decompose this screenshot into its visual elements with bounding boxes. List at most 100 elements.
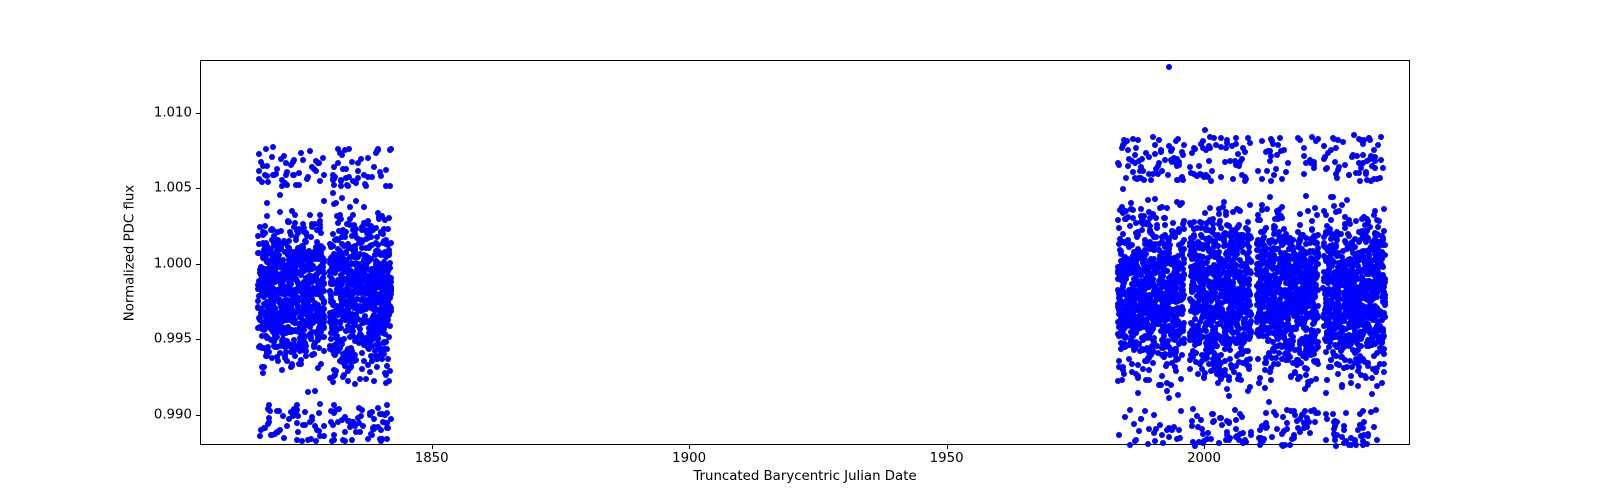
data-point (353, 429, 359, 435)
data-point (277, 324, 283, 330)
data-point (339, 152, 345, 158)
data-point (261, 301, 267, 307)
data-point (359, 366, 365, 372)
data-point (375, 296, 381, 302)
data-point (333, 368, 339, 374)
data-point (1189, 253, 1195, 259)
data-point (382, 346, 388, 352)
data-point (1163, 363, 1169, 369)
data-point (298, 150, 304, 156)
data-point (1307, 313, 1313, 319)
data-point (264, 213, 270, 219)
data-point (1296, 347, 1302, 353)
data-point (360, 317, 366, 323)
data-point (1157, 277, 1163, 283)
data-point (1323, 349, 1329, 355)
data-point (1301, 145, 1307, 151)
data-point (365, 174, 371, 180)
data-point (1211, 243, 1217, 249)
data-point (279, 367, 285, 373)
data-point (1262, 315, 1268, 321)
data-point (1242, 291, 1248, 297)
data-point (1346, 233, 1352, 239)
data-point (1191, 226, 1197, 232)
data-point (1270, 339, 1276, 345)
data-point (365, 362, 371, 368)
data-point (290, 319, 296, 325)
data-point (1307, 338, 1313, 344)
data-point (343, 166, 349, 172)
data-point (315, 365, 321, 371)
data-point (291, 328, 297, 334)
data-point (1203, 340, 1209, 346)
data-point (1121, 239, 1127, 245)
data-point (1363, 169, 1369, 175)
data-point (1150, 134, 1156, 140)
data-point (383, 183, 389, 189)
data-point (328, 293, 334, 299)
data-point (274, 240, 280, 246)
data-point (1313, 376, 1319, 382)
data-point (1199, 293, 1205, 299)
data-point (268, 432, 274, 438)
data-point (354, 235, 360, 241)
data-point (342, 234, 348, 240)
data-point (1232, 274, 1238, 280)
data-point (1206, 265, 1212, 271)
data-point (1288, 374, 1294, 380)
data-point (1117, 247, 1123, 253)
data-point (339, 195, 345, 201)
data-point (368, 431, 374, 437)
data-point (1123, 175, 1129, 181)
data-point (320, 305, 326, 311)
data-point (274, 330, 280, 336)
data-point (1125, 163, 1131, 169)
data-point (339, 260, 345, 266)
data-point (1254, 319, 1260, 325)
data-point (1170, 348, 1176, 354)
data-point (1141, 213, 1147, 219)
data-point (264, 163, 270, 169)
data-point (1149, 336, 1155, 342)
data-point (1256, 272, 1262, 278)
data-point (308, 234, 314, 240)
data-point (1284, 420, 1290, 426)
data-point (1148, 313, 1154, 319)
data-point (1226, 377, 1232, 383)
data-point (331, 164, 337, 170)
data-point (287, 229, 293, 235)
data-point (1324, 377, 1330, 383)
data-point (1260, 333, 1266, 339)
data-point (1135, 390, 1141, 396)
data-point (317, 433, 323, 439)
data-point (261, 364, 267, 370)
data-point (305, 174, 311, 180)
data-point (373, 150, 379, 156)
data-point (1156, 137, 1162, 143)
data-point (342, 147, 348, 153)
data-point (1301, 171, 1307, 177)
data-point (341, 372, 347, 378)
data-point (1191, 219, 1197, 225)
data-point (1148, 302, 1154, 308)
data-point (373, 240, 379, 246)
data-point (1156, 321, 1162, 327)
data-point (337, 212, 343, 218)
data-point (355, 175, 361, 181)
data-point (1310, 345, 1316, 351)
data-point (312, 388, 318, 394)
data-point (1217, 373, 1223, 379)
data-point (1243, 439, 1249, 445)
data-point (256, 250, 262, 256)
data-point (332, 174, 338, 180)
data-point (270, 278, 276, 284)
data-point (319, 262, 325, 268)
data-point (309, 164, 315, 170)
data-point (374, 234, 380, 240)
data-point (387, 323, 393, 329)
data-point (1239, 309, 1245, 315)
data-point (257, 433, 263, 439)
data-point (1120, 142, 1126, 148)
data-point (377, 322, 383, 328)
data-point (1242, 268, 1248, 274)
